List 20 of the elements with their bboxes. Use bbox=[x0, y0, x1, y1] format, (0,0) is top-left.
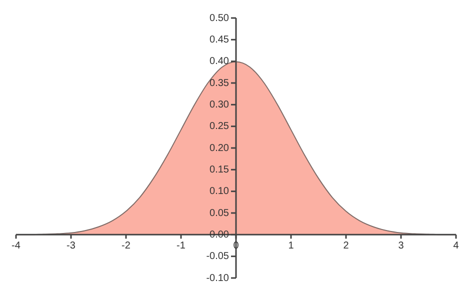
y-tick-label: -0.10 bbox=[206, 272, 230, 284]
y-tick-label: 0.20 bbox=[210, 142, 230, 154]
x-tick-label: 4 bbox=[453, 240, 460, 252]
y-tick-label: 0.35 bbox=[210, 78, 230, 89]
y-tick-label: 0.45 bbox=[210, 34, 230, 46]
y-tick-label: 0.15 bbox=[210, 164, 230, 176]
x-tick-label: -3 bbox=[66, 240, 76, 252]
y-tick-label: 0.25 bbox=[210, 121, 230, 132]
x-tick-label: 1 bbox=[288, 240, 294, 252]
y-tick-label: 0.30 bbox=[210, 99, 230, 110]
y-tick-label: 0.10 bbox=[210, 186, 230, 198]
x-tick-label: -1 bbox=[176, 240, 186, 252]
x-tick-label: 2 bbox=[343, 240, 350, 252]
y-tick-label: 0.50 bbox=[210, 12, 230, 24]
x-tick-label: -4 bbox=[12, 240, 21, 252]
x-tick-label: -2 bbox=[122, 240, 131, 252]
y-tick-label: 0.40 bbox=[210, 56, 230, 68]
x-tick-label: 3 bbox=[398, 240, 404, 252]
y-tick-label: 0.05 bbox=[210, 208, 230, 219]
y-tick-label: -0.05 bbox=[206, 251, 230, 262]
